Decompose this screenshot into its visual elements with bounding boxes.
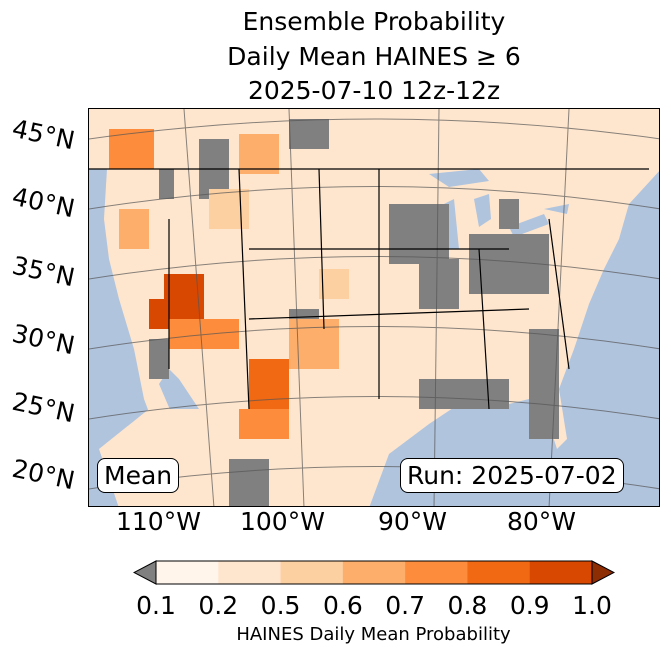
lon-label-110w: 110°W	[116, 507, 201, 536]
colorbar-tick-label: 0.6	[322, 591, 363, 620]
colorbar-segment	[405, 561, 468, 584]
lat-label-40: 40°N	[9, 181, 78, 224]
lon-label-80w: 80°W	[507, 507, 577, 536]
probability-map	[88, 108, 660, 507]
colorbar-tick-label: 0.1	[136, 591, 176, 620]
high-probability-areas	[109, 129, 349, 439]
colorbar-tick-label: 0.9	[509, 591, 550, 620]
colorbar	[133, 560, 615, 585]
state-borders	[89, 168, 649, 410]
colorbar-label: HAINES Daily Mean Probability	[236, 624, 511, 645]
lat-label-30: 30°N	[9, 318, 78, 361]
colorbar-over-arrow	[591, 560, 615, 585]
lat-label-25: 25°N	[9, 386, 78, 429]
colorbar-segment	[218, 561, 282, 584]
title-line-1: Ensemble Probability	[242, 7, 506, 36]
colorbar-segment	[467, 561, 531, 584]
colorbar-segment	[280, 561, 344, 584]
colorbar-segment	[156, 561, 219, 584]
lon-label-100w: 100°W	[240, 507, 325, 536]
title-line-3: 2025-07-10 12z-12z	[247, 76, 501, 105]
run-date-label: Run: 2025-07-02	[400, 458, 624, 493]
great-lakes	[429, 169, 569, 249]
colorbar-segment	[342, 561, 406, 584]
lat-label-35: 35°N	[9, 250, 78, 293]
colorbar-under-arrow	[133, 560, 157, 585]
map-canvas	[89, 109, 659, 506]
lon-label-90w: 90°W	[378, 507, 448, 536]
colorbar-tick-label: 0.7	[385, 591, 426, 620]
colorbar-outline	[155, 560, 593, 585]
colorbar-tick-label: 0.8	[447, 591, 488, 620]
colorbar-segment	[529, 561, 593, 584]
lat-label-45: 45°N	[9, 113, 78, 156]
colorbar-tick-label: 1.0	[572, 591, 612, 620]
lat-label-20: 20°N	[9, 453, 78, 496]
colorbar-tick-label: 0.2	[198, 591, 239, 620]
title-line-2: Daily Mean HAINES ≥ 6	[227, 42, 521, 71]
colorbar-tick-label: 0.5	[260, 591, 301, 620]
statistic-label: Mean	[97, 458, 180, 493]
